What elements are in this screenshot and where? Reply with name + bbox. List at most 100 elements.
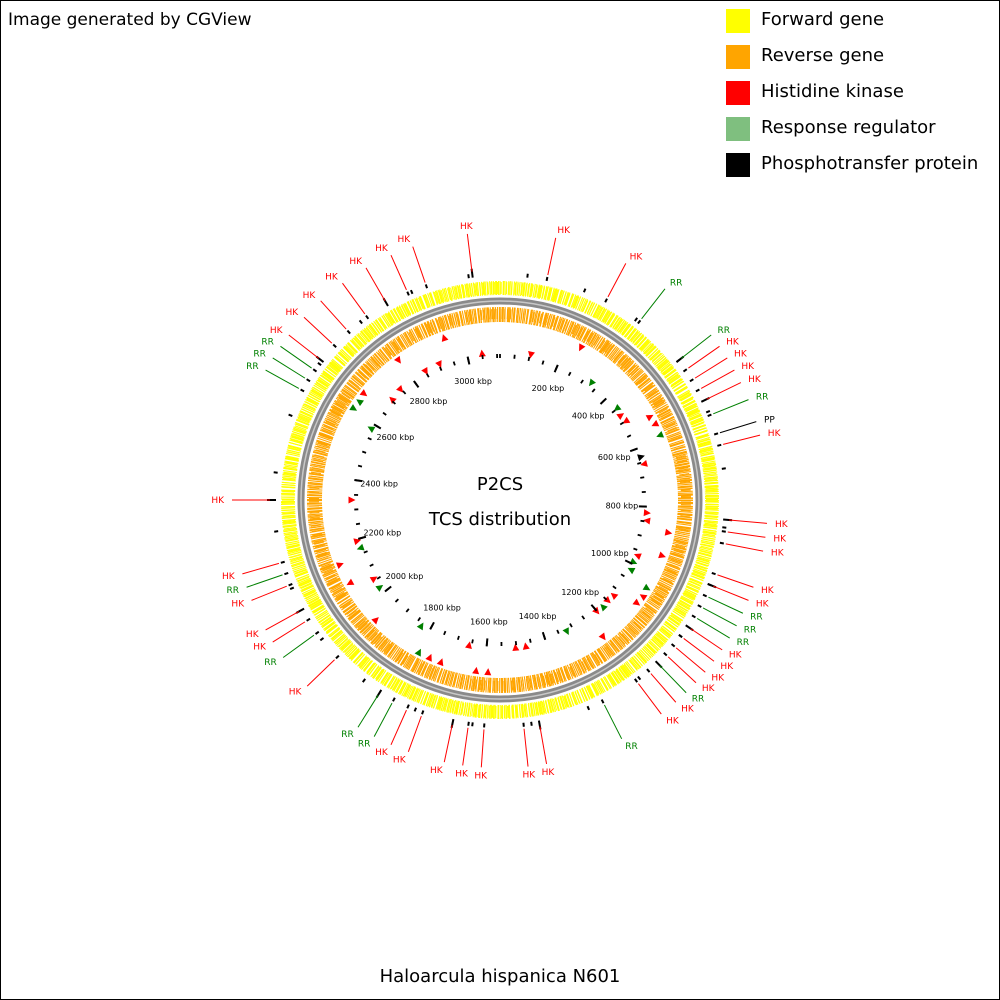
- hk-marker: [633, 553, 642, 560]
- ruler-major-tick: [384, 585, 392, 593]
- feature-leader-line: [539, 726, 548, 765]
- ruler-minor-tick: [471, 639, 474, 644]
- legend-swatch-phosphotransfer-protein: [726, 153, 750, 177]
- ruler-minor-tick: [363, 550, 368, 554]
- hk-marker: [610, 592, 619, 601]
- outer-tick: [314, 630, 320, 635]
- hk-marker: [394, 355, 401, 364]
- feature-label-hk: HK: [430, 766, 444, 776]
- outer-tick: [319, 637, 325, 642]
- outer-tick: [717, 443, 722, 447]
- outer-tick: [274, 530, 279, 533]
- feature-leader-line: [462, 727, 469, 766]
- outer-tick: [697, 604, 702, 608]
- ruler-minor-tick: [391, 400, 396, 405]
- ruler-minor-tick: [402, 390, 407, 395]
- outer-tick: [586, 705, 591, 711]
- ruler-tick-label: 2400 kbp: [360, 479, 398, 488]
- feature-leader-line: [607, 263, 627, 298]
- ruler-minor-tick: [619, 421, 625, 426]
- hk-marker: [512, 643, 520, 652]
- ruler-minor-tick: [626, 434, 632, 438]
- feature-label-rr: RR: [625, 742, 638, 752]
- hk-marker: [478, 349, 486, 358]
- feature-leader-line: [288, 334, 320, 359]
- feature-leader-line: [675, 647, 706, 673]
- feature-leader-line: [706, 382, 742, 400]
- outer-tick: [358, 319, 363, 325]
- feature-label-hk: HK: [285, 308, 299, 318]
- feature-label-hk: HK: [666, 716, 680, 726]
- outer-tick: [719, 541, 725, 545]
- ruler-tick-label: 1400 kbp: [519, 612, 557, 621]
- feature-label-hk: HK: [741, 362, 755, 372]
- outer-tick: [406, 291, 410, 296]
- rr-marker: [562, 627, 569, 636]
- ruler-minor-tick: [376, 575, 381, 580]
- feature-label-hk: HK: [375, 748, 389, 758]
- feature-label-hk: HK: [303, 291, 317, 301]
- ruler-minor-tick: [637, 461, 642, 465]
- feature-leader-line: [694, 357, 728, 379]
- organism-name: Haloarcula hispanica N601: [379, 966, 621, 987]
- feature-leader-line: [242, 562, 280, 575]
- feature-label-hk: HK: [681, 704, 695, 714]
- outer-tick: [289, 586, 295, 591]
- hk-marker: [436, 658, 444, 667]
- hk-marker: [579, 343, 586, 352]
- outer-tick: [721, 530, 726, 533]
- hk-marker: [643, 517, 651, 525]
- hk-marker: [658, 551, 666, 559]
- hk-marker: [359, 389, 368, 397]
- feature-leader-line: [306, 659, 335, 687]
- feature-leader-line: [390, 709, 407, 746]
- feature-leader-line: [680, 334, 712, 359]
- rr-marker: [627, 567, 636, 575]
- rr-marker: [356, 399, 364, 407]
- rr-marker: [588, 378, 597, 387]
- ruler-minor-tick: [556, 629, 560, 635]
- ruler-minor-tick: [456, 635, 460, 641]
- feature-leader-line: [265, 611, 300, 631]
- outer-tick: [707, 582, 712, 587]
- legend-label-forward-gene: Forward gene: [761, 9, 885, 30]
- feature-leader-line: [702, 607, 737, 627]
- outer-tick: [300, 388, 305, 393]
- outer-tick: [332, 343, 337, 348]
- outer-tick: [335, 654, 340, 660]
- feature-leader-line: [713, 399, 749, 415]
- ruler-minor-tick: [637, 533, 642, 537]
- cgview-credit: Image generated by CGView: [8, 10, 252, 30]
- feature-leader-line: [723, 434, 761, 445]
- legend-label-response-regulator: Response regulator: [761, 117, 936, 138]
- feature-leader-line: [303, 316, 333, 344]
- feature-label-rr: RR: [264, 658, 277, 668]
- feature-leader-line: [280, 345, 312, 369]
- hk-marker: [353, 538, 362, 546]
- outer-tick: [707, 413, 712, 418]
- feature-label-hk: HK: [748, 375, 762, 385]
- feature-label-rr: RR: [750, 613, 763, 623]
- ruler-tick-label: 200 kbp: [532, 384, 565, 393]
- feature-leader-line: [272, 621, 306, 643]
- ruler-major-tick: [629, 447, 638, 453]
- feature-label-hk: HK: [542, 768, 556, 778]
- feature-leader-line: [412, 246, 426, 283]
- hk-marker: [664, 528, 673, 536]
- outer-tick: [682, 368, 688, 373]
- outer-tick: [365, 314, 370, 320]
- ruler-minor-tick: [591, 388, 596, 393]
- feature-leader-line: [443, 724, 453, 763]
- feature-leader-line: [638, 683, 662, 715]
- ruler-major-tick: [624, 559, 633, 565]
- ruler-major-tick: [373, 423, 382, 430]
- feature-leader-line: [717, 574, 754, 588]
- ruler-minor-tick: [439, 366, 443, 371]
- ruler-minor-tick: [640, 476, 645, 479]
- outer-tick: [306, 617, 311, 622]
- feature-label-hk: HK: [761, 586, 775, 596]
- feature-label-hk: HK: [756, 599, 770, 609]
- ruler-minor-tick: [581, 615, 586, 620]
- ruler-minor-tick: [640, 519, 645, 523]
- feature-label-hk: HK: [393, 755, 407, 765]
